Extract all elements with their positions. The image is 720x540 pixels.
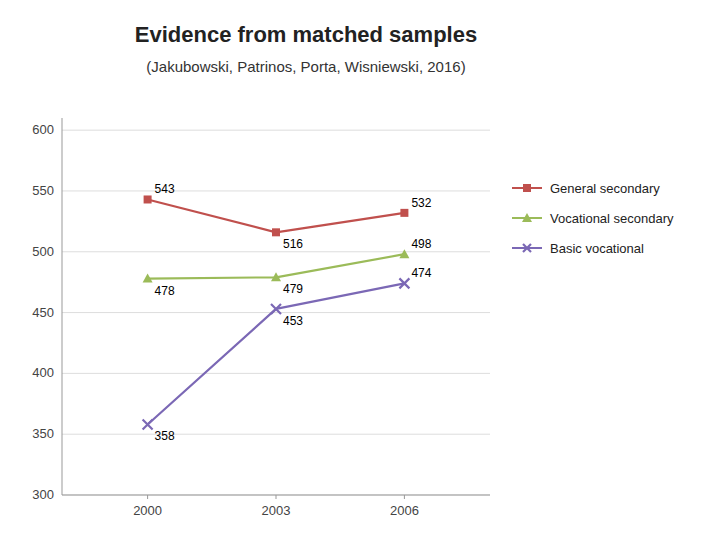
grid-line [62,190,490,191]
grid [62,130,490,495]
data-label: 453 [283,314,303,328]
data-label: 543 [155,182,175,196]
chart: Evidence from matched samples (Jakubowski… [0,0,720,540]
subtitle: (Jakubowski, Patrinos, Porta, Wisniewski… [146,58,465,75]
x-tick [404,495,405,499]
grid-line [62,373,490,374]
x-axis-line [62,495,490,496]
series-line [148,199,405,232]
series-line [148,283,405,424]
grid-line [62,434,490,435]
plot-area [143,195,410,429]
marker [523,244,531,252]
marker [143,419,153,429]
y-tick-label: 300 [32,487,54,502]
y-tick-label: 400 [32,365,54,380]
legend-label: General secondary [550,181,660,196]
y-tick-label: 450 [32,305,54,320]
grid-line [62,130,490,131]
marker [399,249,409,258]
grid-line [62,495,490,496]
marker [399,278,409,288]
data-label: 358 [155,429,175,443]
data-label: 479 [283,282,303,296]
marker [143,274,153,283]
marker [271,272,281,281]
data-label: 532 [411,196,431,210]
data-label: 498 [411,237,431,251]
y-axis-line [62,118,63,495]
data-label: 474 [411,266,431,280]
marker [522,213,532,222]
x-tick-label: 2006 [390,503,419,518]
y-tick-label: 600 [32,122,54,137]
marker [144,195,152,203]
y-tick-label: 500 [32,244,54,259]
data-label: 478 [155,284,175,298]
marker [523,184,531,192]
grid-line [62,312,490,313]
marker [272,228,280,236]
data-labels: 543 516 532 478 479 498 358 453 474 [155,182,432,443]
title: Evidence from matched samples [135,22,477,47]
legend-label: Basic vocational [550,241,644,256]
y-tick-label: 550 [32,183,54,198]
legend-label: Vocational secondary [550,211,674,226]
x-tick [147,495,148,499]
marker [400,209,408,217]
x-tick-label: 2000 [133,503,162,518]
legend: General secondary Vocational secondary Bas… [512,181,674,256]
x-tick-label: 2003 [262,503,291,518]
x-tick [276,495,277,499]
y-tick-label: 350 [32,426,54,441]
grid-line [62,251,490,252]
data-label: 516 [283,237,303,251]
marker [271,304,281,314]
